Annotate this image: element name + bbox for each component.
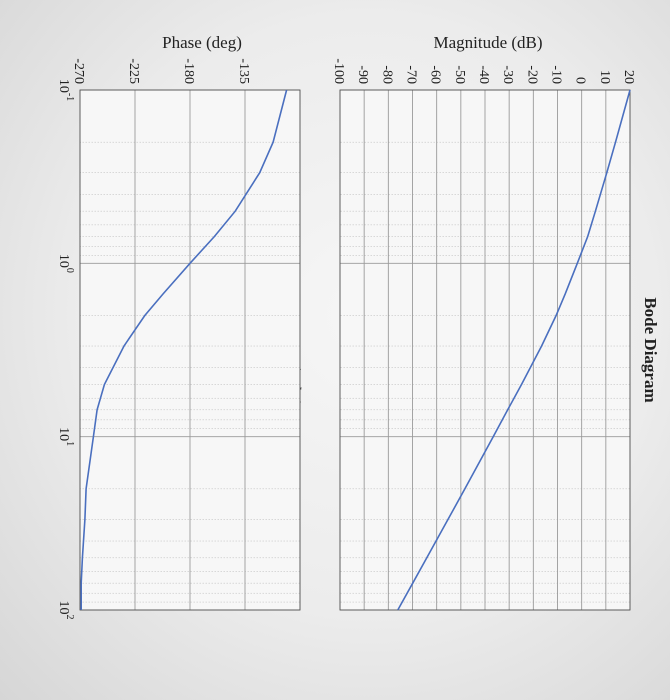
- magnitude-ylabel: Magnitude (dB): [433, 33, 542, 52]
- magnitude-plot: 20 10 0 -10 -20 -30 -40 -50 -60 -70 -80 -90 -100: [331, 58, 636, 611]
- phase-curve: [80, 89, 288, 610]
- x-tick-label: 101: [56, 427, 75, 446]
- magnitude-y-tick-label: -100: [331, 58, 346, 84]
- magnitude-y-tick-label: 10: [597, 70, 612, 84]
- magnitude-y-tick-label: 20: [621, 70, 636, 84]
- magnitude-y-tick-label: -50: [452, 65, 467, 84]
- magnitude-y-tick-label: -80: [379, 65, 394, 84]
- x-tick-label: 102: [56, 601, 75, 620]
- magnitude-y-tick-label: -10: [549, 65, 564, 84]
- magnitude-y-tick-label: 0: [573, 77, 588, 84]
- phase-ylabel: Phase (deg): [162, 33, 242, 52]
- phase-y-tick-label: -270: [71, 58, 86, 84]
- magnitude-y-tick-label: -30: [500, 65, 515, 84]
- phase-y-tick-label: -180: [181, 58, 196, 84]
- chart-title: Bode Diagram: [641, 297, 660, 402]
- magnitude-frame: [339, 89, 631, 611]
- magnitude-y-tick-label: -60: [428, 65, 443, 84]
- phase-y-tick-label: -135: [236, 58, 251, 84]
- phase-y-tick-label: -225: [126, 58, 141, 84]
- magnitude-y-tick-label: -90: [355, 65, 370, 84]
- x-tick-label: 10-1: [56, 79, 75, 101]
- magnitude-curve: [397, 89, 631, 611]
- magnitude-y-tick-label: -70: [404, 65, 419, 84]
- x-axis-ticks: 10-1 100 101 102: [56, 79, 75, 620]
- magnitude-y-tick-label: -40: [476, 65, 491, 84]
- x-tick-label: 100: [56, 254, 75, 273]
- magnitude-y-tick-label: -20: [524, 65, 539, 84]
- phase-frame: [79, 89, 301, 611]
- phase-plot: -135 -180 -225 -270: [71, 58, 301, 611]
